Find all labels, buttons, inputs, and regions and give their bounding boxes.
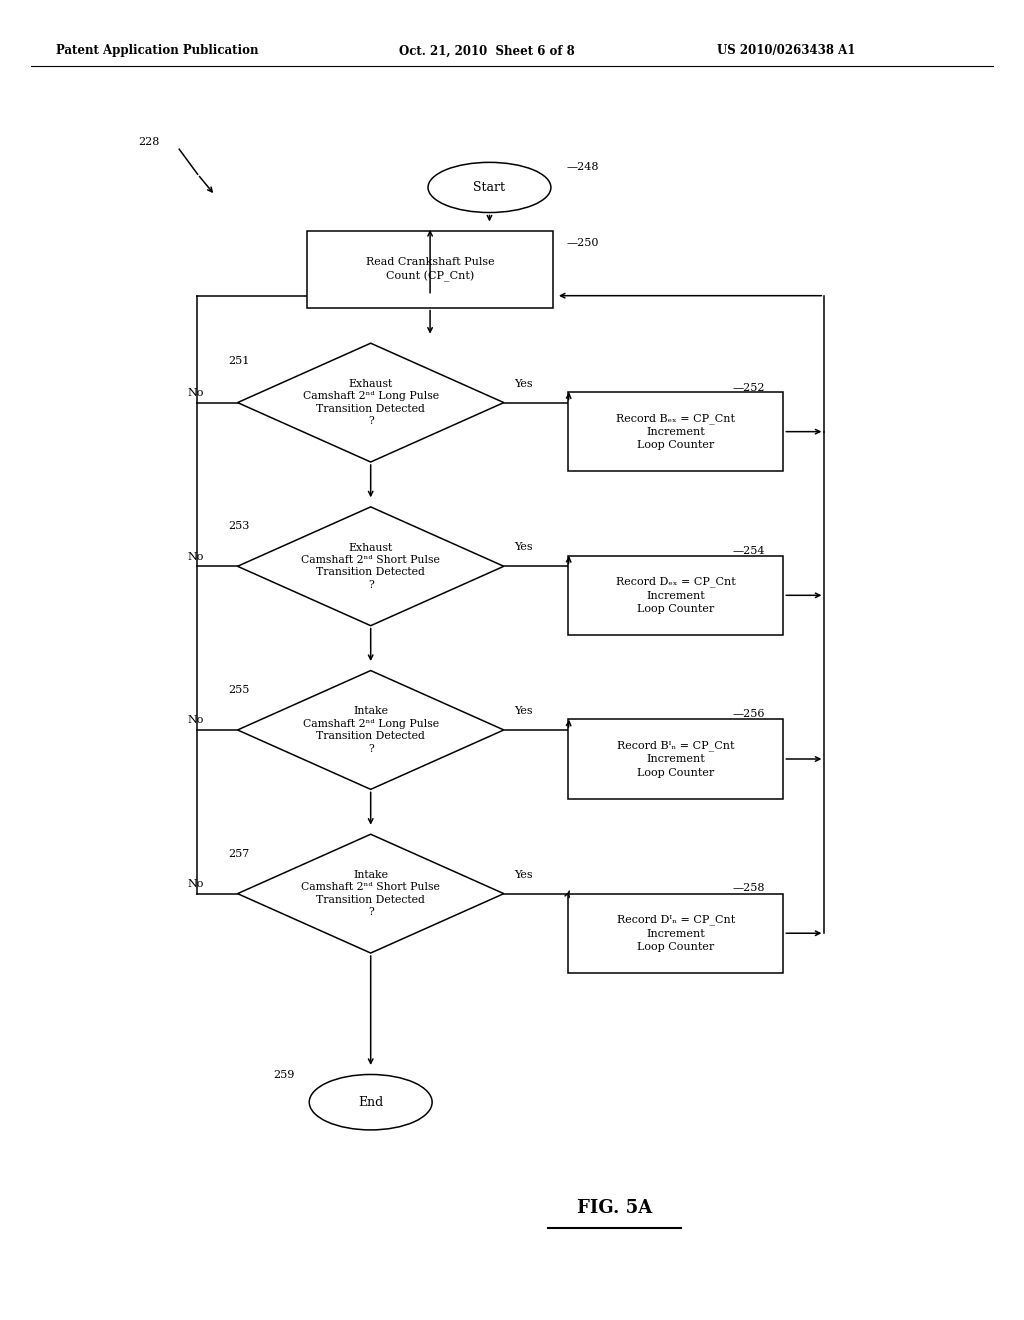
Text: 251: 251	[228, 356, 250, 367]
Text: —250: —250	[566, 238, 599, 248]
Text: Exhaust
Camshaft 2ⁿᵈ Short Pulse
Transition Detected
?: Exhaust Camshaft 2ⁿᵈ Short Pulse Transit…	[301, 543, 440, 590]
Ellipse shape	[309, 1074, 432, 1130]
Text: No: No	[187, 552, 204, 562]
Text: No: No	[187, 715, 204, 726]
Text: Yes: Yes	[514, 706, 532, 717]
Text: Record Dᴵₙ = CP_Cnt
Increment
Loop Counter: Record Dᴵₙ = CP_Cnt Increment Loop Count…	[616, 915, 735, 952]
Text: FIG. 5A: FIG. 5A	[577, 1199, 652, 1217]
Text: Start: Start	[473, 181, 506, 194]
Text: No: No	[187, 879, 204, 890]
FancyBboxPatch shape	[568, 556, 783, 635]
Text: Intake
Camshaft 2ⁿᵈ Long Pulse
Transition Detected
?: Intake Camshaft 2ⁿᵈ Long Pulse Transitio…	[303, 706, 438, 754]
Text: US 2010/0263438 A1: US 2010/0263438 A1	[717, 45, 855, 57]
Polygon shape	[238, 834, 504, 953]
Text: —248: —248	[566, 162, 599, 173]
Text: Read Crankshaft Pulse
Count (CP_Cnt): Read Crankshaft Pulse Count (CP_Cnt)	[366, 257, 495, 281]
Text: Yes: Yes	[514, 379, 532, 389]
Text: Intake
Camshaft 2ⁿᵈ Short Pulse
Transition Detected
?: Intake Camshaft 2ⁿᵈ Short Pulse Transiti…	[301, 870, 440, 917]
FancyBboxPatch shape	[307, 231, 553, 308]
Text: Patent Application Publication: Patent Application Publication	[56, 45, 259, 57]
Text: —252: —252	[732, 383, 765, 393]
Text: Oct. 21, 2010  Sheet 6 of 8: Oct. 21, 2010 Sheet 6 of 8	[399, 45, 575, 57]
Polygon shape	[238, 343, 504, 462]
Text: Yes: Yes	[514, 543, 532, 553]
Text: Record Bₑₓ = CP_Cnt
Increment
Loop Counter: Record Bₑₓ = CP_Cnt Increment Loop Count…	[616, 413, 735, 450]
Text: 255: 255	[228, 685, 250, 696]
Text: Record Dₑₓ = CP_Cnt
Increment
Loop Counter: Record Dₑₓ = CP_Cnt Increment Loop Count…	[616, 577, 735, 614]
Text: Exhaust
Camshaft 2ⁿᵈ Long Pulse
Transition Detected
?: Exhaust Camshaft 2ⁿᵈ Long Pulse Transiti…	[303, 379, 438, 426]
FancyBboxPatch shape	[568, 719, 783, 799]
Text: 257: 257	[228, 849, 250, 859]
Text: 259: 259	[273, 1071, 295, 1081]
Text: —258: —258	[732, 883, 765, 894]
Text: Yes: Yes	[514, 870, 532, 880]
Polygon shape	[238, 507, 504, 626]
FancyBboxPatch shape	[568, 894, 783, 973]
Text: —256: —256	[732, 709, 765, 719]
Text: End: End	[358, 1096, 383, 1109]
FancyBboxPatch shape	[568, 392, 783, 471]
Text: 228: 228	[138, 137, 160, 148]
Text: Record Bᴵₙ = CP_Cnt
Increment
Loop Counter: Record Bᴵₙ = CP_Cnt Increment Loop Count…	[617, 741, 734, 777]
Text: 253: 253	[228, 521, 250, 532]
Text: —254: —254	[732, 546, 765, 557]
Text: No: No	[187, 388, 204, 399]
Ellipse shape	[428, 162, 551, 213]
Polygon shape	[238, 671, 504, 789]
